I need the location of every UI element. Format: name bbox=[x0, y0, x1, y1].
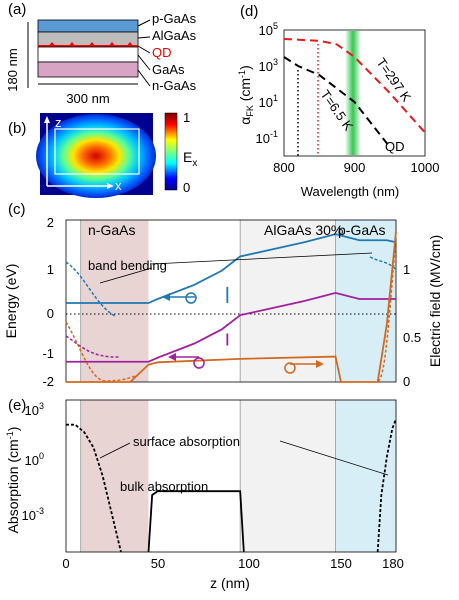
field-surface-right bbox=[377, 249, 396, 382]
e-series-1 bbox=[147, 490, 245, 553]
region-label-algaas: AlGaAs 30% bbox=[264, 222, 343, 238]
d-ytick-3: 10-1 bbox=[256, 129, 278, 146]
e-region-band-2 bbox=[335, 400, 396, 552]
surface-absorption-annotation: surface absorption bbox=[133, 434, 240, 449]
svg-text:103: 103 bbox=[25, 401, 44, 418]
panel-a-label: (a) bbox=[8, 1, 26, 18]
d-series-group bbox=[283, 38, 426, 148]
plot-c-frame bbox=[65, 219, 397, 383]
d-tick-labels: 105 103 101 10-1 800 900 1000 bbox=[256, 21, 440, 175]
c-series-1 bbox=[66, 291, 396, 363]
region-band-2 bbox=[335, 220, 396, 382]
panel-b-label: (b) bbox=[8, 120, 26, 137]
layer-n-gaas bbox=[37, 61, 139, 78]
qd-dots bbox=[48, 42, 134, 47]
field-surface-left bbox=[65, 321, 136, 382]
qd-band bbox=[345, 31, 361, 155]
height-label: 180 nm bbox=[5, 48, 20, 91]
svg-text:-1: -1 bbox=[42, 346, 54, 361]
panel-e: (e) surface absorption bulk absorption 1… bbox=[5, 397, 404, 591]
e-region-band-1 bbox=[240, 400, 336, 552]
band-bending-cb-right bbox=[369, 256, 397, 271]
colorbar bbox=[164, 112, 178, 191]
colorbar-tick-1: 1 bbox=[183, 110, 190, 125]
panel-d-label: (d) bbox=[240, 3, 258, 20]
plot-e-frame bbox=[65, 399, 397, 553]
colorbar-label: Ex bbox=[183, 149, 197, 169]
svg-text:0.5: 0.5 bbox=[403, 330, 421, 345]
c-series-2 bbox=[66, 231, 397, 383]
c-ylabel-left: Energy (eV) bbox=[3, 264, 19, 339]
svg-text:1: 1 bbox=[47, 262, 54, 277]
e-region-shading bbox=[80, 400, 396, 552]
c-ylabel-right: Electric field (MV/cm) bbox=[427, 235, 443, 367]
e-y-ticks: 103 100 10-3 bbox=[22, 401, 44, 523]
e-xlabel: z (nm) bbox=[210, 575, 250, 591]
layer-p-gaas bbox=[37, 19, 139, 33]
svg-text:100: 100 bbox=[25, 451, 44, 468]
svg-text:10-3: 10-3 bbox=[22, 506, 44, 523]
svg-text:0: 0 bbox=[47, 306, 54, 321]
d-series-1 bbox=[283, 56, 391, 148]
layer-gaas bbox=[37, 46, 139, 63]
svg-text:50: 50 bbox=[151, 556, 165, 571]
svg-text:-2: -2 bbox=[42, 374, 54, 389]
c-series-0 bbox=[66, 233, 397, 304]
label-qd: QD bbox=[152, 45, 172, 60]
panel-b: (b) z x 1 0 Ex bbox=[8, 110, 197, 198]
region-label-n-gaas: n-GaAs bbox=[88, 222, 135, 238]
e-series-0 bbox=[66, 423, 122, 553]
band-bending-cb-left bbox=[65, 261, 116, 317]
svg-text:0: 0 bbox=[403, 374, 410, 389]
region-band-1 bbox=[240, 220, 336, 382]
label-algaas: AlGaAs bbox=[152, 28, 197, 43]
e-series-group bbox=[66, 418, 397, 553]
d-ytick-2: 101 bbox=[259, 93, 278, 110]
svg-text:100: 100 bbox=[238, 556, 260, 571]
label-qd-d: QD bbox=[385, 139, 405, 154]
panel-e-label: (e) bbox=[8, 397, 26, 414]
colorbar-tick-0: 0 bbox=[183, 180, 190, 195]
band-bending-vb-left bbox=[65, 335, 121, 358]
axis-x-label: x bbox=[115, 178, 122, 193]
e-x-ticks: 0 50 100 150 180 bbox=[62, 556, 403, 571]
panel-a: (a) 180 nm 300 nm p-GaAs AlGaAs QD GaAs … bbox=[5, 1, 197, 106]
region-label-p-gaas: p-GaAs bbox=[338, 222, 385, 238]
svg-text:2: 2 bbox=[47, 215, 54, 230]
d-xtick-0: 800 bbox=[273, 160, 295, 175]
c-right-ticks: 1 0.5 0 bbox=[403, 262, 421, 389]
label-p-gaas: p-GaAs bbox=[152, 11, 197, 26]
svg-text:1: 1 bbox=[403, 262, 410, 277]
label-gaas: GaAs bbox=[152, 62, 185, 77]
waveguide-outline bbox=[54, 128, 140, 175]
c-region-shading bbox=[80, 220, 396, 382]
panel-c-label: (c) bbox=[8, 201, 26, 218]
e-series-2 bbox=[376, 418, 397, 553]
band-bending-annotation: band bending bbox=[88, 258, 167, 273]
d-ytick-0: 105 bbox=[259, 21, 278, 38]
c-series-group bbox=[66, 231, 397, 383]
d-xtick-2: 1000 bbox=[411, 160, 440, 175]
label-n-gaas: n-GaAs bbox=[152, 78, 197, 93]
svg-text:150: 150 bbox=[330, 556, 352, 571]
d-xtick-1: 900 bbox=[344, 160, 366, 175]
region-band-0 bbox=[80, 220, 149, 382]
svg-text:0: 0 bbox=[62, 556, 69, 571]
axis-z-label: z bbox=[55, 115, 62, 130]
width-label: 300 nm bbox=[66, 91, 109, 106]
mode-profile bbox=[36, 114, 156, 198]
e-region-band-0 bbox=[80, 400, 149, 552]
svg-text:180: 180 bbox=[382, 556, 404, 571]
panel-c: (c) band bending n-GaAs AlGaAs 30% p-GaA… bbox=[3, 201, 443, 389]
c-left-ticks: 2 1 0 -1 -2 bbox=[42, 215, 54, 389]
e-ylabel: Absorption (cm-1) bbox=[5, 427, 21, 534]
d-xlabel: Wavelength (nm) bbox=[301, 184, 400, 199]
d-series-0 bbox=[283, 38, 426, 134]
d-ylabel: αFK (cm-1) bbox=[237, 65, 255, 125]
bulk-absorption-annotation: bulk absorption bbox=[120, 479, 208, 494]
d-ytick-1: 103 bbox=[259, 57, 278, 74]
